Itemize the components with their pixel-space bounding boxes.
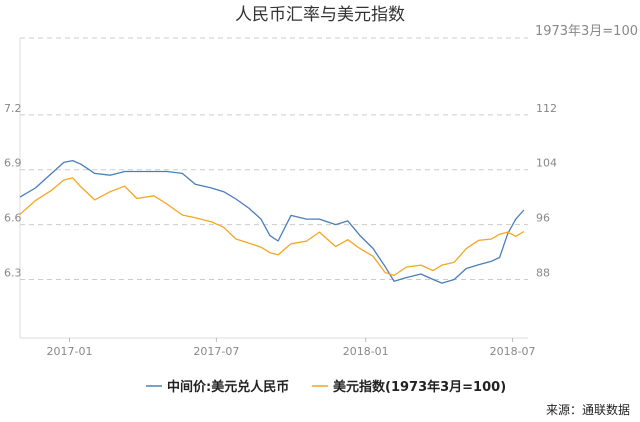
chart-title: 人民币汇率与美元指数 — [235, 5, 405, 25]
source-note: 来源：通联数据 — [546, 402, 630, 417]
left-tick-label-1: 6.9 — [4, 157, 22, 170]
tick-labels: 7.2 6.9 6.6 6.3 112 104 96 88 2017-01 2017-07 2018… — [4, 102, 557, 358]
right-tick-label-2: 96 — [536, 212, 550, 225]
right-axis-unit-label: 1973年3月=100 — [535, 24, 638, 39]
x-tick-label-3: 2018-07 — [490, 345, 536, 358]
x-tick-label-1: 2017-07 — [193, 345, 239, 358]
x-tick-label-0: 2017-01 — [47, 345, 93, 358]
left-tick-label-2: 6.6 — [4, 212, 22, 225]
gridlines — [20, 37, 528, 280]
series-line-0 — [19, 159, 525, 284]
axes — [19, 38, 528, 342]
left-tick-label-0: 7.2 — [4, 102, 22, 115]
right-tick-label-3: 88 — [536, 266, 550, 279]
series-lines — [19, 159, 525, 284]
right-tick-label-0: 112 — [536, 102, 557, 115]
legend: 中间价:美元兑人民币 美元指数(1973年3月=100) — [146, 379, 506, 395]
legend-label-rmb: 中间价:美元兑人民币 — [167, 379, 289, 395]
legend-label-dxy: 美元指数(1973年3月=100) — [333, 379, 506, 395]
left-tick-label-3: 6.3 — [4, 266, 22, 279]
right-tick-label-1: 104 — [536, 157, 557, 170]
x-tick-label-2: 2018-01 — [343, 345, 389, 358]
series-line-1 — [19, 177, 525, 277]
